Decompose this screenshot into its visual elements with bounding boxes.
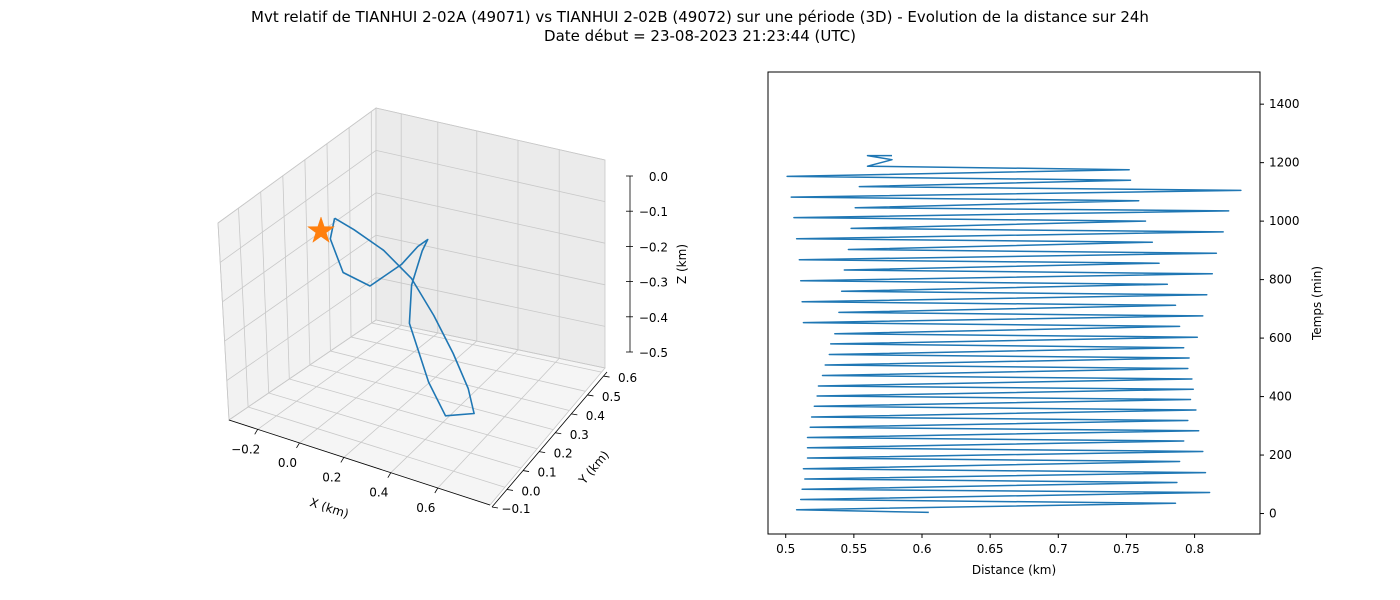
chart-distance-time: 0.5 0.55 0.6 0.65 0.7 0.75 0.8 0 200 400 600 800 100…: [767, 71, 1324, 577]
y-tick-mark: [539, 451, 546, 454]
y-tick-label: 0: [1269, 507, 1277, 521]
x-tick-label: 0.2: [322, 470, 341, 484]
title-line-2: Date début = 23-08-2023 21:23:44 (UTC): [544, 27, 856, 45]
z-gridline: [217, 107, 606, 224]
x-tick-label: 0.5: [776, 542, 795, 556]
x-tick-label: 0.8: [1185, 542, 1204, 556]
x-tick-mark: [340, 457, 345, 463]
z-gridline: [219, 149, 606, 263]
y-tick-label: 1000: [1269, 214, 1300, 228]
x-axis-line: [228, 419, 491, 506]
y-tick-mark: [491, 506, 499, 509]
x-tick-label: 0.7: [1049, 542, 1068, 556]
x-tick-mark: [254, 429, 259, 435]
x-tick-label: 0.6: [416, 501, 435, 515]
z-gridline: [228, 319, 606, 421]
z-tick-label: −0.1: [639, 205, 668, 219]
z-axis-label: Z (km): [675, 244, 689, 284]
y-tick-label: 0.6: [618, 371, 637, 385]
series-line-distance: [786, 154, 1242, 514]
x-tick-label: −0.2: [231, 442, 260, 456]
x-axis-label: Distance (km): [972, 563, 1056, 577]
x-axis-label: X (km): [308, 495, 350, 521]
y-tick-label: 0.5: [602, 390, 621, 404]
x-tick-mark: [387, 472, 392, 478]
x-tick-label: 0.4: [369, 486, 388, 500]
chart-3d-trajectory: −0.2 0.0 0.2 0.4 0.6 X (km) −0.1 0.0 0.1 0.2 0.3 0.…: [217, 107, 689, 521]
z-gridline: [226, 277, 606, 381]
figure-title: Mvt relatif de TIANHUI 2-02A (49071) vs …: [0, 8, 1400, 46]
y-tick-label: 1400: [1269, 97, 1300, 111]
y-tick-label: 0.2: [554, 447, 573, 461]
z-tick-label: 0.0: [649, 170, 668, 184]
y-tick-label: 1200: [1269, 156, 1300, 170]
x-tick-label: 0.0: [278, 456, 297, 470]
title-line-1: Mvt relatif de TIANHUI 2-02A (49071) vs …: [251, 8, 1149, 26]
y-tick-label: 800: [1269, 273, 1292, 287]
z-tick-label: −0.5: [639, 346, 668, 360]
star-marker: [306, 216, 336, 243]
x-tick-label: 0.6: [912, 542, 931, 556]
x-tick-mark: [296, 442, 300, 449]
x-tick-label: 0.65: [977, 542, 1004, 556]
y-tick-mark: [587, 394, 594, 397]
z-tick-label: −0.2: [639, 240, 668, 254]
y-tick-label: −0.1: [501, 502, 530, 516]
y-tick-label: 0.4: [586, 409, 605, 423]
y-axis-label: Temps (min): [1310, 266, 1324, 341]
x-tick-mark: [434, 487, 439, 494]
y-axis-line: [491, 371, 608, 508]
y-tick-mark: [603, 375, 610, 378]
z-gridline: [224, 234, 606, 342]
y-tick-label: 0.1: [538, 466, 557, 480]
y-tick-mark: [522, 470, 530, 472]
y-tick-label: 400: [1269, 390, 1292, 404]
y-tick-label: 0.3: [570, 428, 589, 442]
z-gridline: [222, 192, 606, 303]
y-tick-label: 0.0: [521, 484, 540, 498]
z-tick-label: −0.4: [639, 311, 668, 325]
x-tick-label: 0.75: [1113, 542, 1140, 556]
z-tick-label: −0.3: [639, 276, 668, 290]
y-tick-mark: [555, 432, 562, 435]
y-tick-label: 600: [1269, 331, 1292, 345]
y-tick-mark: [571, 413, 578, 416]
trajectory-line: [329, 217, 475, 417]
y-tick-label: 200: [1269, 448, 1292, 462]
y-tick-mark: [506, 489, 514, 491]
x-tick-label: 0.55: [841, 542, 868, 556]
y-axis-label: Y (km): [575, 448, 612, 488]
